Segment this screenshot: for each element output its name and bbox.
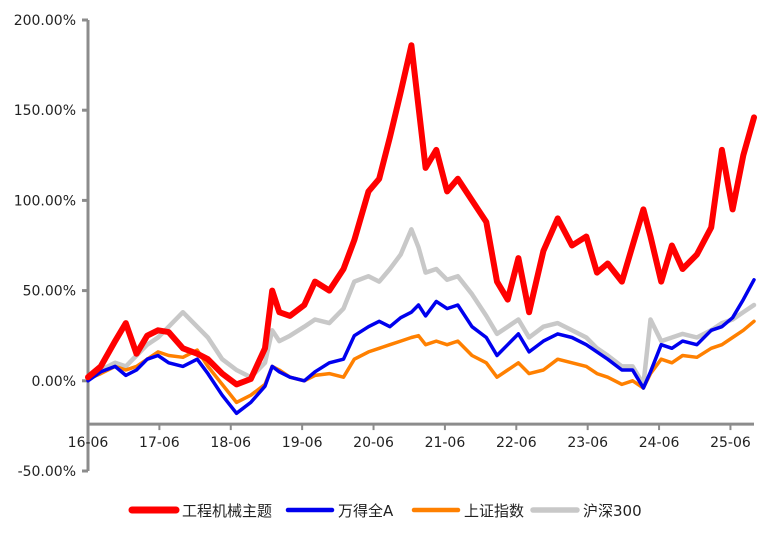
y-tick-label: 100.00% (14, 193, 76, 209)
x-tick-label: 18-06 (210, 435, 251, 451)
x-tick-label: 17-06 (139, 435, 180, 451)
y-tick-label: 50.00% (23, 284, 76, 300)
legend: 工程机械主题 万得全A 上证指数 沪深300 (128, 502, 642, 520)
x-tick-label: 24-06 (639, 435, 680, 451)
series-line-1 (86, 278, 756, 416)
legend-label-3: 沪深300 (583, 502, 642, 520)
x-tick-label: 16-06 (68, 435, 109, 451)
x-tick-label: 20-06 (353, 435, 394, 451)
x-tick-label: 22-06 (496, 435, 537, 451)
y-tick-label: 150.00% (14, 103, 76, 119)
x-tick-label: 23-06 (567, 435, 608, 451)
y-tick-label: -50.00% (18, 464, 76, 480)
y-axis: 200.00% 150.00% 100.00% 50.00% 0.00% -50.00% (14, 13, 90, 480)
x-axis: 16-06 17-06 18-06 19-06 20-06 21-06 22-06 23-06… (68, 422, 754, 451)
y-tick-label: 0.00% (32, 374, 76, 390)
legend-label-1: 万得全A (338, 502, 394, 520)
legend-label-2: 上证指数 (464, 502, 524, 520)
series-line-3 (85, 227, 757, 387)
series-layer (85, 42, 757, 416)
x-tick-label: 21-06 (425, 435, 466, 451)
series-line-0 (85, 42, 757, 388)
x-tick-label: 19-06 (282, 435, 323, 451)
x-tick-label: 25-06 (710, 435, 751, 451)
legend-label-0: 工程机械主题 (182, 502, 272, 520)
y-tick-label: 200.00% (14, 13, 76, 29)
